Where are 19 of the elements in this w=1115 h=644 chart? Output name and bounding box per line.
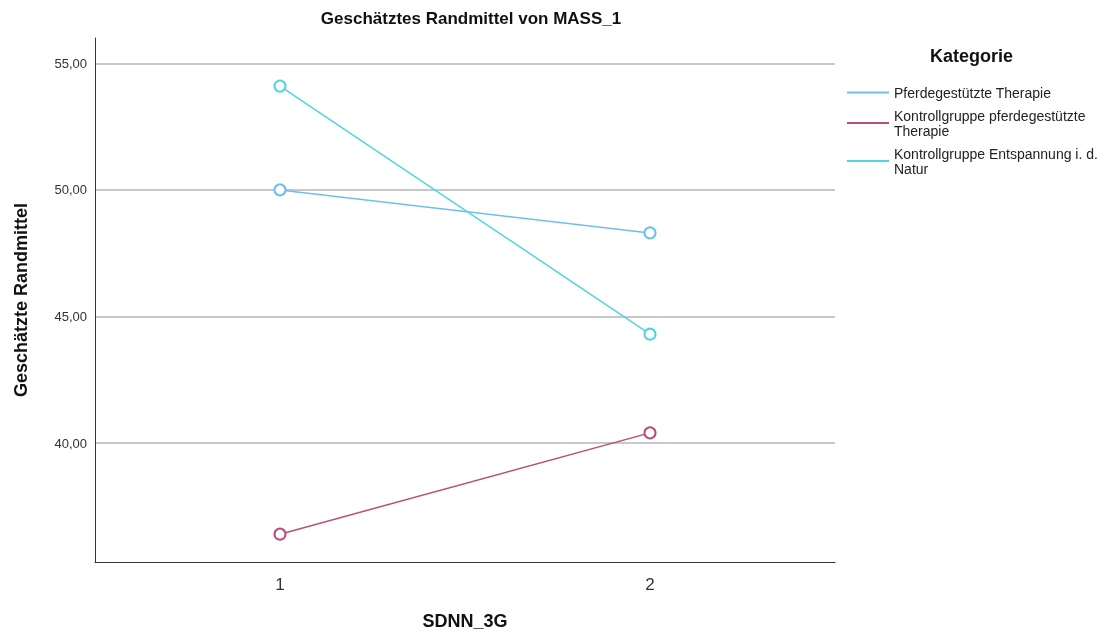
chart-title: Geschätztes Randmittel von MASS_1 bbox=[320, 9, 622, 28]
point bbox=[643, 226, 657, 240]
legend-label: Kontrollgruppe Entspannung i. d. Natur bbox=[894, 145, 1102, 177]
x-axis-title: SDNN_3G bbox=[422, 611, 508, 631]
x-tick-label: 1 bbox=[275, 575, 285, 594]
y-tick-label: 50,00 bbox=[54, 182, 87, 198]
point bbox=[643, 426, 657, 440]
legend-label: Pferdegestützte Therapie bbox=[894, 84, 1052, 101]
y-tick-label: 40,00 bbox=[54, 435, 87, 451]
point bbox=[273, 527, 287, 541]
point bbox=[273, 183, 287, 197]
y-axis-title: Geschätzte Randmittel bbox=[11, 202, 31, 398]
x-tick-label: 2 bbox=[645, 575, 655, 594]
legend-title: Kategorie bbox=[930, 46, 1014, 66]
legend-label: Kontrollgruppe pferdegestützte Therapie bbox=[894, 107, 1090, 139]
point bbox=[643, 327, 657, 341]
y-tick-label: 55,00 bbox=[54, 55, 87, 71]
y-tick-label: 45,00 bbox=[54, 308, 87, 324]
point bbox=[273, 79, 287, 93]
